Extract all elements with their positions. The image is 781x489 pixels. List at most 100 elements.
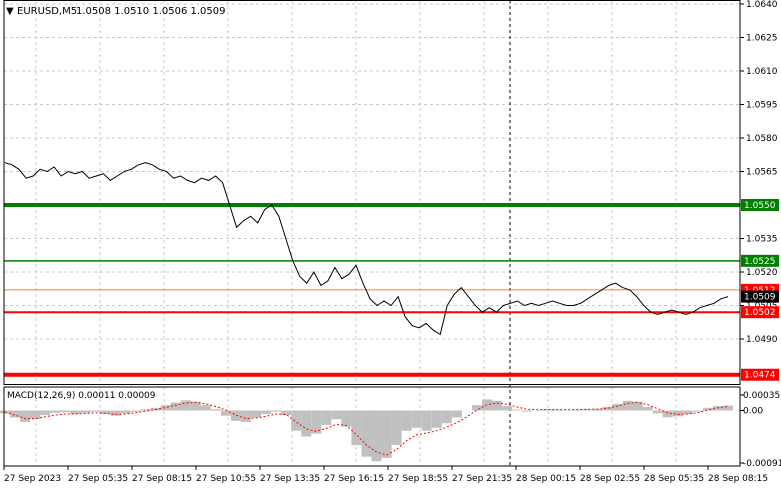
grid <box>4 0 740 466</box>
macd-bar <box>311 410 322 434</box>
macd-bar <box>492 400 502 411</box>
macd-bar <box>602 407 613 411</box>
horizontal-levels <box>4 203 740 377</box>
macd-bar <box>411 410 422 428</box>
macd-y-tick-label: 0.00035 <box>743 391 780 401</box>
macd-bar <box>230 410 241 421</box>
macd-bar <box>662 410 673 418</box>
macd-bar <box>110 410 121 416</box>
macd-bar <box>40 410 51 416</box>
price-level-label: 1.0502 <box>744 308 776 318</box>
main-pane-frame <box>3 0 741 385</box>
macd-bar <box>80 410 91 413</box>
macd-bar <box>642 407 653 411</box>
symbol-label: EURUSD,M5 <box>17 6 77 17</box>
macd-bar <box>632 401 643 411</box>
macd-bar <box>281 410 292 416</box>
x-tick-label: 27 Sep 13:35 <box>260 474 320 484</box>
price-level-tag <box>741 368 779 381</box>
macd-bar <box>622 400 633 411</box>
macd-bar <box>371 410 382 462</box>
price-level-tag <box>741 199 779 211</box>
macd-bar <box>652 410 663 414</box>
macd-bar <box>351 410 362 446</box>
price-level-label: 1.0550 <box>744 201 776 211</box>
macd-bar <box>60 410 71 413</box>
macd-bar <box>431 410 442 428</box>
macd-bar <box>120 410 131 414</box>
macd-bar <box>341 410 352 427</box>
macd-bar <box>0 410 10 414</box>
macd-bar <box>512 409 523 411</box>
price-level-tag <box>741 306 779 319</box>
macd-bar <box>291 410 302 431</box>
macd-bar <box>682 410 693 414</box>
macd-bar <box>702 407 713 411</box>
macd-bar <box>542 409 553 411</box>
macd-bar <box>70 410 81 414</box>
macd-bar <box>160 405 171 411</box>
macd-bar <box>20 410 31 422</box>
macd-y-tick-label: 0.00 <box>743 407 763 417</box>
macd-bar <box>321 410 332 425</box>
x-tick-label: 27 Sep 2023 <box>4 474 61 484</box>
macd-y-tick-label: -0.00091 <box>743 459 781 469</box>
price-level-label: 1.0474 <box>744 371 776 381</box>
macd-bar <box>140 409 151 411</box>
price-level-label: 1.0525 <box>744 257 776 267</box>
macd-bar <box>672 410 683 417</box>
macd-bar <box>451 410 462 418</box>
macd-bar <box>502 406 513 411</box>
macd-bar <box>361 410 372 457</box>
macd-bar <box>241 410 251 422</box>
axes: 1.0640 1.0625 1.0610 1.0595 1.0580 1.0565 1.05… <box>3 0 781 484</box>
macd-bar <box>50 410 61 413</box>
y-tick-label: 1.0535 <box>746 235 778 245</box>
price-series <box>4 162 729 336</box>
x-tick-label: 27 Sep 18:55 <box>388 474 448 484</box>
macd-bar <box>220 410 231 416</box>
macd-bar <box>301 410 312 437</box>
macd-bar <box>582 409 593 411</box>
macd-bar <box>391 410 402 446</box>
macd-bar <box>421 410 432 431</box>
x-tick-label: 27 Sep 16:15 <box>324 474 384 484</box>
y-tick-label: 1.0610 <box>746 67 778 77</box>
macd-pane-frame <box>3 386 741 467</box>
y-tick-label: 1.0520 <box>746 268 778 278</box>
macd-bar <box>251 410 261 418</box>
y-tick-label: 1.0625 <box>746 34 778 44</box>
macd-bar <box>271 410 282 412</box>
macd-bar <box>261 410 272 414</box>
price-line <box>4 162 729 336</box>
y-tick-label: 1.0565 <box>746 168 778 178</box>
symbol-dropdown-icon[interactable]: ▼ <box>6 6 14 17</box>
x-tick-label: 28 Sep 02:55 <box>580 474 640 484</box>
macd-bar <box>90 410 101 412</box>
macd-bar <box>190 401 201 411</box>
macd-label: MACD(12,26,9) 0.00011 0.00009 <box>7 391 156 401</box>
macd-signal-line <box>4 401 729 456</box>
y-tick-label: 1.0580 <box>746 134 778 144</box>
y-tick-label: 1.0640 <box>746 0 778 10</box>
macd-bar <box>522 410 533 412</box>
x-tick-label: 27 Sep 21:35 <box>452 474 512 484</box>
x-tick-label: 28 Sep 00:15 <box>516 474 576 484</box>
macd-bar <box>692 410 703 412</box>
macd-indicator <box>0 399 733 462</box>
macd-bar <box>612 403 623 411</box>
x-tick-label: 27 Sep 10:55 <box>196 474 256 484</box>
macd-bar <box>100 410 111 414</box>
macd-bar <box>401 410 412 431</box>
macd-bar <box>130 410 141 412</box>
macd-bar <box>170 402 181 411</box>
current-price-label: 1.0509 <box>744 293 776 303</box>
x-tick-label: 27 Sep 08:15 <box>132 474 192 484</box>
macd-bar <box>471 405 482 411</box>
x-tick-label: 28 Sep 05:35 <box>644 474 704 484</box>
price-level-tag <box>741 254 779 267</box>
x-tick-label: 27 Sep 05:35 <box>68 474 128 484</box>
y-tick-label: 1.0490 <box>746 335 778 345</box>
y-tick-label: 1.0595 <box>746 101 778 111</box>
